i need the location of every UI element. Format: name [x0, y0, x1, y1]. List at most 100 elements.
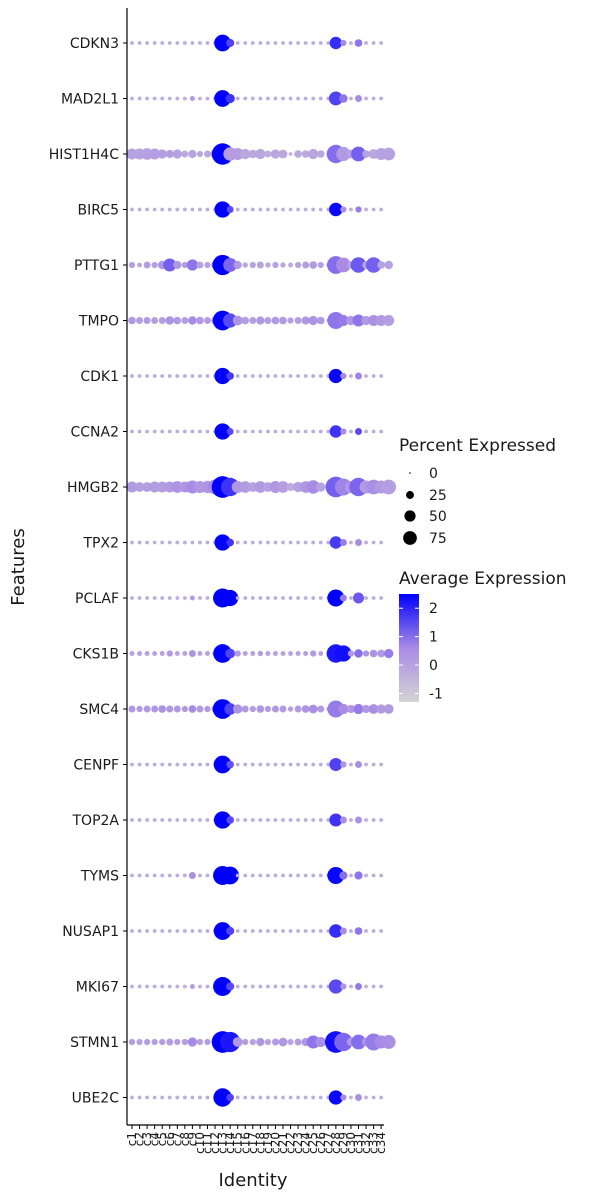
dot [235, 429, 240, 434]
dot [167, 873, 172, 878]
dot [303, 762, 308, 767]
dot [226, 372, 234, 380]
y-tick-label: CDK1 [80, 369, 119, 385]
dot [318, 929, 323, 933]
dot [160, 429, 165, 434]
dot [281, 540, 285, 545]
dot [355, 539, 362, 546]
dot [371, 818, 376, 822]
dot [288, 374, 293, 378]
dot [294, 1038, 302, 1046]
dot [258, 540, 263, 545]
dot [377, 649, 385, 658]
dot [318, 1095, 323, 1100]
dot [329, 202, 343, 217]
x-tick-label: c22 [284, 1132, 298, 1154]
dot [152, 374, 157, 378]
dot [379, 1095, 384, 1100]
dot [145, 762, 150, 767]
dot [166, 650, 173, 657]
dot [145, 540, 150, 545]
dot [233, 704, 243, 714]
dot [265, 429, 270, 434]
dot [243, 873, 248, 878]
dot [137, 41, 142, 45]
dot [142, 482, 153, 492]
dot [250, 429, 255, 434]
legend-percent-expressed: Percent Expressed 0 25 50 75 [399, 436, 556, 547]
dot [156, 481, 168, 493]
colorbar [399, 594, 419, 702]
dot [223, 258, 238, 272]
dot [243, 762, 248, 767]
dot [384, 648, 394, 659]
dot [190, 41, 195, 45]
dot [371, 929, 376, 933]
dot [255, 148, 266, 160]
dot [160, 762, 165, 767]
x-tick-label: c21 [276, 1132, 290, 1154]
y-tick-label: STMN1 [70, 1035, 119, 1051]
dot [152, 1095, 157, 1100]
x-tick-label: c19 [261, 1132, 275, 1154]
dot [235, 596, 240, 600]
dot [221, 866, 240, 885]
colorbar-label: 2 [429, 601, 438, 617]
x-tick-label: c9 [185, 1132, 199, 1146]
dot [326, 762, 331, 767]
dot [137, 762, 142, 767]
dot [205, 41, 210, 45]
dot [265, 651, 271, 656]
legend-size-dot [406, 491, 414, 499]
dot [265, 929, 270, 933]
dot [361, 315, 371, 326]
dot [288, 762, 293, 767]
dot [288, 429, 293, 434]
dot [160, 984, 165, 989]
dot [271, 705, 279, 713]
dot [175, 374, 180, 378]
dot [327, 866, 345, 885]
x-tick-label: c28 [329, 1132, 343, 1154]
y-tick-label: MKI67 [76, 980, 119, 996]
dot [242, 1038, 249, 1046]
dot [198, 41, 202, 45]
dot [254, 481, 267, 493]
dot [249, 705, 256, 713]
dot [239, 481, 252, 493]
dot [379, 429, 384, 434]
dot [369, 649, 378, 658]
dot [145, 41, 150, 45]
dot [301, 150, 310, 158]
x-tick-label: c10 [193, 1132, 207, 1154]
dot [288, 207, 293, 212]
dot [205, 818, 210, 822]
dot [235, 762, 240, 767]
dot [159, 651, 165, 656]
dot [296, 41, 301, 45]
dot [371, 596, 376, 600]
dot [225, 648, 236, 659]
dot [196, 316, 204, 325]
dot [278, 149, 288, 159]
dot [167, 96, 172, 101]
dot [361, 704, 371, 714]
dot [306, 1035, 320, 1049]
dot [226, 1093, 234, 1102]
dot [270, 149, 281, 159]
dot [303, 96, 308, 101]
dot [175, 762, 180, 767]
dot [364, 762, 368, 767]
dot [258, 1095, 263, 1100]
dot [145, 984, 150, 989]
dot [379, 207, 384, 212]
dot [137, 651, 143, 656]
dot [243, 984, 248, 989]
dot [250, 596, 255, 600]
dot [265, 596, 270, 600]
dot [243, 1095, 248, 1100]
dot [265, 262, 271, 268]
legend-size-dot [409, 472, 411, 474]
dot [281, 96, 285, 101]
